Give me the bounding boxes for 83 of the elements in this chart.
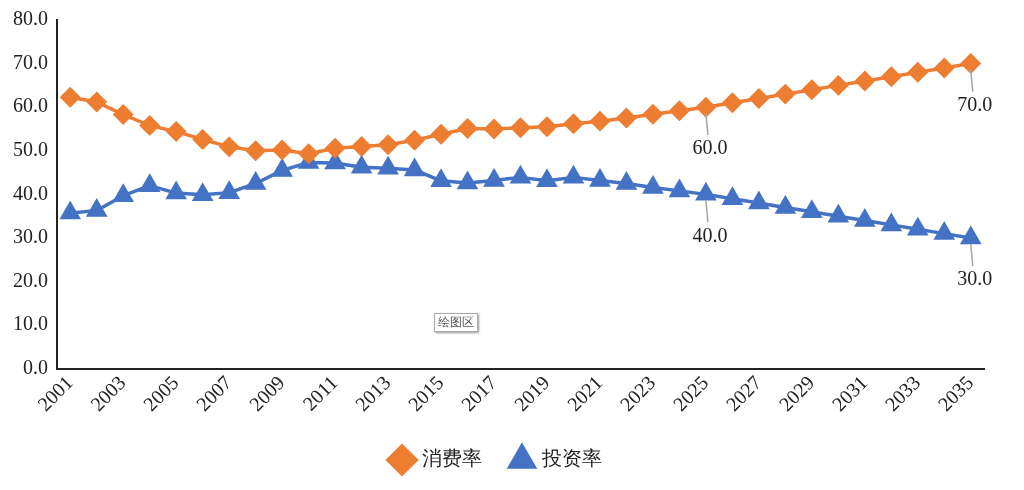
point [616, 108, 637, 128]
point [272, 159, 292, 177]
point [60, 87, 80, 107]
point [934, 58, 955, 78]
point [378, 157, 398, 175]
point [855, 209, 875, 227]
point [87, 199, 107, 217]
point [881, 66, 902, 87]
point [193, 184, 213, 202]
y-tick-label: 70.0 [13, 50, 48, 73]
point [563, 114, 584, 134]
point [775, 196, 795, 214]
point [60, 202, 80, 220]
y-tick-label: 30.0 [13, 225, 48, 248]
point [749, 192, 769, 210]
point [802, 80, 822, 100]
x-tick-label: 2011 [298, 371, 342, 415]
point [139, 115, 160, 136]
point [245, 141, 266, 161]
point [775, 84, 796, 104]
point [961, 53, 981, 74]
point [219, 137, 239, 157]
y-tick-label: 0.0 [23, 356, 48, 378]
point [695, 181, 717, 201]
point [908, 218, 928, 236]
point [881, 214, 901, 232]
point [590, 111, 610, 131]
point [431, 170, 451, 188]
y-tick-label: 50.0 [13, 138, 48, 161]
point [86, 92, 107, 112]
point [696, 97, 716, 117]
point [537, 117, 557, 137]
point [537, 170, 557, 188]
y-tick-label: 40.0 [13, 181, 48, 204]
point [457, 118, 478, 139]
data-label: 40.0 [692, 223, 728, 246]
point [616, 172, 636, 190]
data-label: 30.0 [957, 267, 993, 290]
point [828, 75, 849, 96]
point [272, 140, 292, 160]
y-tick-label: 10.0 [13, 312, 48, 335]
point [484, 119, 504, 139]
point [431, 124, 451, 144]
point [192, 129, 213, 150]
point [802, 201, 822, 219]
point [298, 144, 319, 164]
point [113, 104, 133, 125]
point [378, 134, 398, 155]
point [140, 174, 160, 192]
point [643, 176, 663, 194]
point [352, 156, 372, 174]
point [510, 117, 531, 138]
point [219, 181, 239, 199]
point [457, 172, 478, 190]
point [669, 100, 690, 121]
data-label: 70.0 [957, 92, 993, 115]
legend-label: 消费率 [422, 446, 482, 471]
point [351, 136, 372, 157]
point [961, 227, 981, 245]
y-tick-label: 80.0 [13, 7, 48, 30]
point [405, 159, 425, 177]
point [246, 172, 266, 190]
annotation: 绘图区 [434, 313, 478, 332]
point [484, 169, 504, 187]
point [166, 182, 186, 200]
point [908, 62, 928, 83]
point [855, 71, 875, 91]
point [325, 138, 345, 158]
point [828, 205, 848, 223]
point [643, 104, 663, 124]
point [722, 93, 743, 113]
point [722, 187, 742, 205]
point [669, 180, 689, 198]
point [934, 222, 954, 240]
legend-label: 投资率 [541, 446, 602, 471]
point [404, 130, 425, 151]
point [166, 121, 186, 142]
y-tick-label: 60.0 [13, 94, 48, 117]
point [590, 169, 610, 187]
y-tick-label: 20.0 [13, 268, 48, 291]
point [113, 184, 133, 202]
data-label: 60.0 [692, 136, 728, 159]
point [749, 88, 769, 109]
